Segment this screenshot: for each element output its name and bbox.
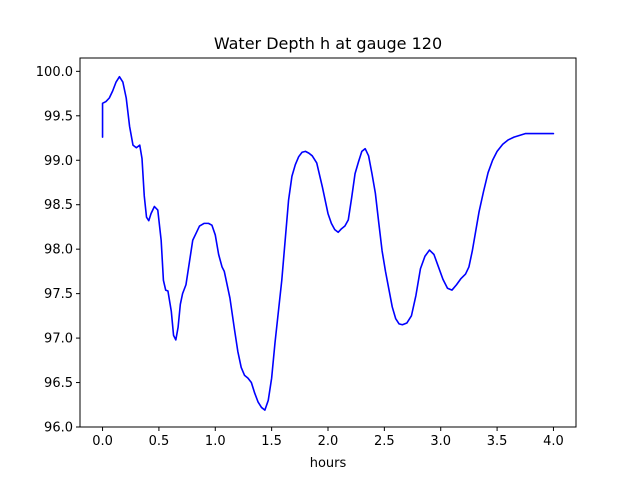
x-tick-label: 3.5: [487, 434, 508, 449]
x-tick-label: 4.0: [543, 434, 564, 449]
plot-area: 0.0 0.5 1.0 1.5 2.0 2.5 3.0 3.5 4.0 96.0 96.5 97.0 9…: [36, 65, 564, 449]
y-tick-label: 99.5: [44, 109, 73, 124]
x-tick-label: 0.5: [149, 434, 170, 449]
y-tick-label: 96.5: [44, 376, 73, 391]
y-tick-label: 98.0: [44, 243, 73, 258]
x-tick-label: 2.5: [374, 434, 395, 449]
x-tick-label: 1.5: [261, 434, 282, 449]
x-axis-label: hours: [310, 456, 347, 471]
x-tick-label: 0.0: [92, 434, 113, 449]
y-tick-label: 97.0: [44, 332, 73, 347]
y-tick-label: 98.5: [44, 198, 73, 213]
chart-title: Water Depth h at gauge 120: [214, 34, 442, 53]
x-tick-label: 3.0: [430, 434, 451, 449]
y-tick-label: 99.0: [44, 154, 73, 169]
x-tick-label: 2.0: [318, 434, 339, 449]
y-tick-label: 100.0: [36, 65, 73, 80]
axes-frame: [79, 57, 577, 428]
y-tick-label: 97.5: [44, 287, 73, 302]
y-tick-label: 96.0: [44, 421, 73, 436]
series-line: [101, 75, 555, 411]
x-tick-label: 1.0: [205, 434, 226, 449]
